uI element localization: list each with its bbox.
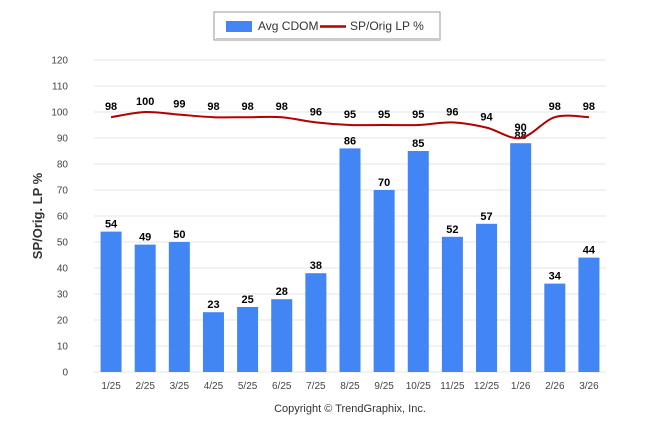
bar xyxy=(100,231,122,372)
legend-shadow xyxy=(216,38,440,41)
bar-data-label: 70 xyxy=(378,177,390,189)
line-data-label: 95 xyxy=(412,109,424,121)
legend: Avg CDOM SP/Orig LP % xyxy=(213,11,441,41)
y-tick-label: 80 xyxy=(57,160,69,171)
line-data-label: 100 xyxy=(136,96,154,108)
bar-data-label: 86 xyxy=(344,135,356,147)
bar-data-label: 34 xyxy=(549,271,562,283)
x-tick-label: 2/26 xyxy=(545,381,565,392)
line-data-label: 98 xyxy=(583,101,595,113)
bar-data-label: 57 xyxy=(480,211,492,223)
line-data-label: 90 xyxy=(515,122,527,134)
y-tick-label: 40 xyxy=(57,264,69,275)
bar xyxy=(441,236,463,372)
x-tick-label: 12/25 xyxy=(474,381,499,392)
x-tick-label: 9/25 xyxy=(374,381,394,392)
bar xyxy=(305,273,327,372)
legend-label-bar: Avg CDOM xyxy=(258,19,318,33)
line-data-label: 95 xyxy=(378,109,390,121)
bar-data-label: 28 xyxy=(276,286,288,298)
bar xyxy=(578,257,600,372)
line-series xyxy=(110,110,589,140)
y-tick-label: 70 xyxy=(57,186,69,197)
x-tick-label: 1/25 xyxy=(101,381,121,392)
x-tick-label: 3/25 xyxy=(170,381,190,392)
line-data-label: 98 xyxy=(276,101,288,113)
bar xyxy=(544,283,566,372)
line-data-label: 99 xyxy=(173,99,185,111)
copyright-credit: Copyright © TrendGraphix, Inc. xyxy=(274,403,426,415)
bar-data-label: 85 xyxy=(412,138,424,150)
bar xyxy=(134,244,156,372)
x-tick-label: 4/25 xyxy=(204,381,224,392)
bar-data-label: 23 xyxy=(207,299,219,311)
legend-label-line: SP/Orig LP % xyxy=(350,19,424,33)
y-axis-title: SP/Orig. LP % xyxy=(30,172,45,259)
line-data-label: 98 xyxy=(207,101,219,113)
y-tick-label: 0 xyxy=(62,368,68,379)
line-data-labels: 98 100 99 98 98 98 96 95 95 95 96 94 90 98 98 xyxy=(105,96,595,134)
y-tick-label: 60 xyxy=(57,212,69,223)
bar xyxy=(373,190,395,372)
bar-data-label: 54 xyxy=(105,219,118,231)
y-axis-ticks: 0 10 20 30 40 50 60 70 80 90 100 110 120 xyxy=(51,56,68,379)
bars xyxy=(100,143,600,372)
bar-data-label: 38 xyxy=(310,260,322,272)
line-data-label: 94 xyxy=(480,112,493,124)
y-tick-label: 120 xyxy=(51,56,68,67)
x-tick-label: 7/25 xyxy=(306,381,326,392)
line-series-path xyxy=(110,110,589,140)
y-tick-label: 110 xyxy=(52,82,68,93)
x-tick-label: 5/25 xyxy=(238,381,258,392)
bar xyxy=(510,143,532,372)
bar xyxy=(271,299,293,372)
legend-swatch-bar xyxy=(226,21,252,32)
x-tick-label: 11/25 xyxy=(440,381,465,392)
bar-data-label: 44 xyxy=(583,245,596,257)
line-data-label: 98 xyxy=(549,101,561,113)
bar xyxy=(202,312,224,372)
y-tick-label: 20 xyxy=(57,316,69,327)
y-tick-label: 10 xyxy=(57,342,69,353)
x-axis-ticks: 1/25 2/25 3/25 4/25 5/25 6/25 7/25 8/25 9/25 10/2… xyxy=(101,381,599,392)
x-tick-label: 1/26 xyxy=(511,381,531,392)
bar xyxy=(339,148,361,372)
bar xyxy=(476,223,498,372)
x-tick-label: 2/25 xyxy=(135,381,155,392)
bar-data-label: 50 xyxy=(173,229,185,241)
bar-data-label: 25 xyxy=(241,294,253,306)
bar xyxy=(237,307,259,372)
y-tick-label: 30 xyxy=(57,290,69,301)
line-data-label: 98 xyxy=(105,101,117,113)
y-tick-label: 90 xyxy=(57,134,69,145)
bar-data-label: 52 xyxy=(446,224,458,236)
bar-data-label: 49 xyxy=(139,232,151,244)
x-tick-label: 3/26 xyxy=(579,381,599,392)
bar xyxy=(168,242,190,372)
x-tick-label: 6/25 xyxy=(272,381,292,392)
y-tick-label: 50 xyxy=(57,238,69,249)
line-data-label: 98 xyxy=(241,101,253,113)
line-data-label: 96 xyxy=(310,106,322,118)
y-tick-label: 100 xyxy=(51,108,68,119)
x-tick-label: 8/25 xyxy=(340,381,360,392)
bar xyxy=(407,151,429,372)
line-data-label: 96 xyxy=(446,106,458,118)
x-tick-label: 10/25 xyxy=(406,381,431,392)
line-data-label: 95 xyxy=(344,109,356,121)
